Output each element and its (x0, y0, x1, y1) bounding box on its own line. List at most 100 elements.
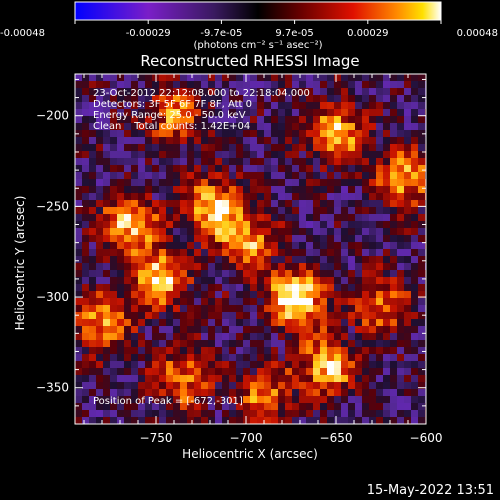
heatmap-cell (215, 340, 223, 348)
heatmap-cell (313, 242, 321, 250)
heatmap-cell (166, 81, 174, 89)
heatmap-cell (117, 326, 125, 334)
heatmap-cell (299, 305, 307, 313)
x-tick-label: −600 (410, 431, 443, 445)
heatmap-cell (362, 333, 370, 341)
heatmap-cell (131, 417, 139, 424)
heatmap-cell (194, 88, 202, 96)
heatmap-cell (187, 193, 195, 201)
heatmap-cell (362, 319, 370, 327)
heatmap-cell (208, 389, 216, 397)
heatmap-cell (320, 102, 328, 110)
heatmap-cell (180, 102, 188, 110)
heatmap-cell (208, 172, 216, 180)
heatmap-cell (103, 172, 111, 180)
heatmap-cell (411, 165, 419, 173)
heatmap-cell (82, 109, 90, 117)
heatmap-cell (264, 151, 272, 159)
heatmap-cell (369, 235, 377, 243)
heatmap-cell (180, 123, 188, 131)
heatmap-cell (418, 95, 426, 103)
heatmap-cell (418, 151, 426, 159)
heatmap-cell (327, 368, 335, 376)
heatmap-cell (75, 74, 83, 82)
heatmap-cell (418, 270, 426, 278)
heatmap-cell (320, 389, 328, 397)
heatmap-cell (82, 123, 90, 131)
colorbar-tick-label: 0.00029 (347, 28, 388, 39)
heatmap-cell (320, 298, 328, 306)
heatmap-cell (404, 102, 412, 110)
heatmap-cell (110, 221, 118, 229)
heatmap-cell (278, 242, 286, 250)
heatmap-cell (411, 95, 419, 103)
heatmap-cell (145, 193, 153, 201)
heatmap-cell (334, 172, 342, 180)
heatmap-cell (285, 130, 293, 138)
heatmap-cell (264, 333, 272, 341)
heatmap-cell (418, 249, 426, 257)
heatmap-cell (362, 151, 370, 159)
heatmap-cell (320, 137, 328, 145)
heatmap-cell (145, 130, 153, 138)
heatmap-cell (180, 403, 188, 411)
heatmap-cell (376, 326, 384, 334)
heatmap-cell (96, 256, 104, 264)
heatmap-cell (348, 179, 356, 187)
heatmap-cell (159, 242, 167, 250)
heatmap-cell (124, 326, 132, 334)
heatmap-cell (131, 109, 139, 117)
heatmap-cell (341, 109, 349, 117)
heatmap-cell (131, 277, 139, 285)
heatmap-cell (96, 151, 104, 159)
heatmap-cell (117, 130, 125, 138)
heatmap-cell (383, 347, 391, 355)
heatmap-cell (285, 144, 293, 152)
heatmap-cell (390, 396, 398, 404)
heatmap-cell (292, 249, 300, 257)
heatmap-cell (180, 186, 188, 194)
heatmap-cell (320, 256, 328, 264)
heatmap-cell (369, 137, 377, 145)
heatmap-cell (264, 368, 272, 376)
heatmap-cell (383, 361, 391, 369)
heatmap-cell (257, 193, 265, 201)
heatmap-cell (390, 298, 398, 306)
heatmap-cell (292, 186, 300, 194)
heatmap-cell (334, 403, 342, 411)
heatmap-cell (292, 417, 300, 424)
heatmap-cell (299, 291, 307, 299)
heatmap-cell (257, 74, 265, 82)
heatmap-cell (124, 347, 132, 355)
heatmap-cell (362, 221, 370, 229)
heatmap-cell (173, 200, 181, 208)
heatmap-cell (159, 130, 167, 138)
heatmap-cell (264, 186, 272, 194)
heatmap-cell (138, 228, 146, 236)
heatmap-cell (222, 235, 230, 243)
heatmap-cell (208, 396, 216, 404)
heatmap-cell (124, 417, 132, 424)
heatmap-cell (404, 109, 412, 117)
heatmap-cell (208, 382, 216, 390)
heatmap-cell (103, 389, 111, 397)
heatmap-cell (75, 403, 83, 411)
heatmap-cell (82, 361, 90, 369)
heatmap-cell (89, 284, 97, 292)
heatmap-cell (397, 123, 405, 131)
heatmap-cell (166, 165, 174, 173)
heatmap-cell (138, 74, 146, 82)
heatmap-cell (173, 207, 181, 215)
heatmap-cell (222, 270, 230, 278)
heatmap-cell (110, 235, 118, 243)
heatmap-cell (82, 270, 90, 278)
heatmap-cell (145, 375, 153, 383)
heatmap-cell (264, 249, 272, 257)
heatmap-cell (173, 291, 181, 299)
heatmap-cell (173, 158, 181, 166)
heatmap-cell (264, 410, 272, 418)
heatmap-cell (369, 319, 377, 327)
heatmap-cell (82, 214, 90, 222)
heatmap-cell (96, 382, 104, 390)
heatmap-cell (187, 305, 195, 313)
